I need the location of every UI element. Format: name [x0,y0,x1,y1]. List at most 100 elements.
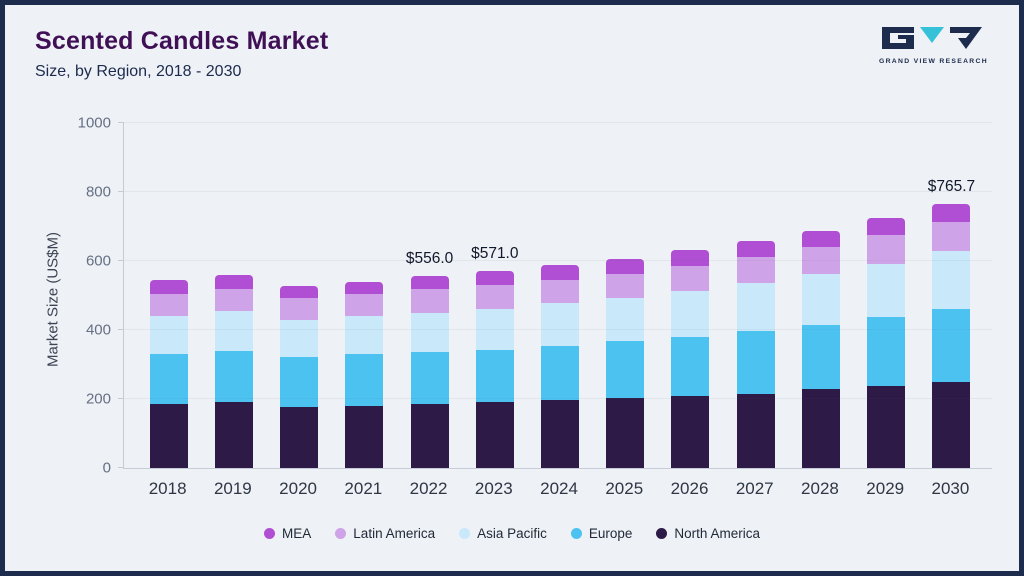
bar-segment-mea [149,280,188,294]
legend-label: Europe [588,526,633,541]
bar-segment-asia-pacific [671,291,710,337]
bar-group-2025 [593,123,658,468]
bar-segment-north-america [932,382,971,468]
bar-segment-asia-pacific [867,264,906,318]
bar-group-2019 [201,123,266,468]
y-axis-tick-mark [118,122,124,123]
bar-segment-latin-america [736,257,775,284]
x-axis-label: 2024 [540,479,578,498]
bar-segment-europe [214,350,253,403]
bar-segment-mea [214,274,253,289]
x-axis-label: 2027 [735,479,774,498]
legend-item-asia-pacific: Asia Pacific [459,526,547,541]
bar-segment-asia-pacific [541,303,580,346]
bar-segment-asia-pacific [932,251,971,309]
bar-group-2018 [136,123,201,468]
legend-item-latin-america: Latin America [335,526,435,541]
x-axis-label: 2018 [148,479,187,498]
legend-item-mea: MEA [264,526,311,541]
y-axis-tick-label: 800 [85,183,111,201]
bar-segment-north-america [801,389,840,468]
bar-segment-europe [867,317,906,387]
x-axis-label: 2030 [931,479,970,498]
bar-group-2026 [658,123,723,468]
legend-dot-icon [570,528,582,539]
bar-total-annotation: $556.0 [405,250,454,268]
bar-segment-north-america [541,400,580,468]
gridline [124,398,992,399]
bar-segment-mea [736,240,775,258]
bar-segment-north-america [867,386,906,468]
bar-group-2022: $556.0 [397,123,462,468]
x-axis-label: 2020 [279,479,317,498]
gridline [124,329,992,330]
bar-segment-europe [280,356,319,407]
legend-dot-icon [656,528,668,539]
legend-dot-icon [335,528,347,539]
y-axis-tick-label: 0 [102,459,111,477]
bar-segment-north-america [475,402,514,468]
bar-group-2028 [788,123,853,468]
bar-segment-latin-america [214,288,253,312]
bar-segment-latin-america [606,273,645,299]
bar-segment-asia-pacific [345,316,384,355]
bar-segment-mea [801,230,840,248]
chart-subtitle: Size, by Region, 2018 - 2030 [35,63,242,80]
bar-segment-europe [801,324,840,390]
y-axis-tick-label: 400 [85,321,111,339]
bar-segment-north-america [149,404,188,468]
bar-segment-europe [606,341,645,399]
x-axis-label: 2025 [605,479,644,498]
plot-area: $556.0 $571.0 $765.7 0 200 400 600 800 1000 [78,115,992,477]
x-axis-label: 2026 [670,479,709,498]
bar-segment-europe [345,354,384,406]
bar-group-2029 [854,123,919,468]
bar-segment-latin-america [541,279,580,304]
bar-group-2030: $765.7 [919,123,984,468]
bar-group-2024 [527,123,592,468]
bar-segment-asia-pacific [149,316,188,355]
bar-segment-latin-america [801,247,840,275]
bar-segment-north-america [345,405,384,468]
bar-segment-europe [541,345,580,401]
bar-segment-latin-america [345,294,384,317]
bar-segment-latin-america [410,289,449,313]
legend-dot-icon [459,528,471,539]
logo-mark-icon [882,27,982,49]
x-axis-label: 2021 [344,479,383,498]
y-axis-title: Market Size (US$M) [44,231,62,368]
bar-segment-europe [671,336,710,397]
legend-item-north-america: North America [656,526,760,541]
bar-segment-north-america [671,396,710,468]
bar-segment-asia-pacific [736,283,775,332]
bar-segment-latin-america [932,222,971,252]
bar-group-2027 [723,123,788,468]
legend-label: North America [674,526,760,541]
chart-title: Scented Candles Market [35,27,329,55]
bars-container: $556.0 $571.0 $765.7 [124,123,992,468]
gridline [124,191,992,192]
x-axis-labels: 2018 2019 2020 2021 2022 2023 2024 2025 2026 2027… [123,479,991,499]
bar-segment-asia-pacific [214,311,253,351]
bar-segment-asia-pacific [801,274,840,325]
x-axis-label: 2023 [474,479,513,498]
gridline [124,260,992,261]
x-axis-label: 2028 [801,479,839,498]
bar-segment-mea [345,281,384,295]
bar-segment-europe [932,308,971,383]
bar-segment-latin-america [867,234,906,265]
bar-group-2020 [266,123,331,468]
bar-segment-europe [149,354,188,405]
bar-segment-europe [475,349,514,403]
bar-segment-latin-america [149,293,188,317]
bar-segment-north-america [736,393,775,468]
gridline [124,122,992,123]
bar-total-annotation: $571.0 [471,245,519,263]
y-axis-tick-mark [118,260,124,261]
y-axis-tick-mark [118,329,124,330]
x-axis-label: 2029 [866,479,905,498]
legend-label: Latin America [353,526,436,541]
bar-segment-latin-america [280,298,319,320]
bar-segment-europe [736,331,775,394]
